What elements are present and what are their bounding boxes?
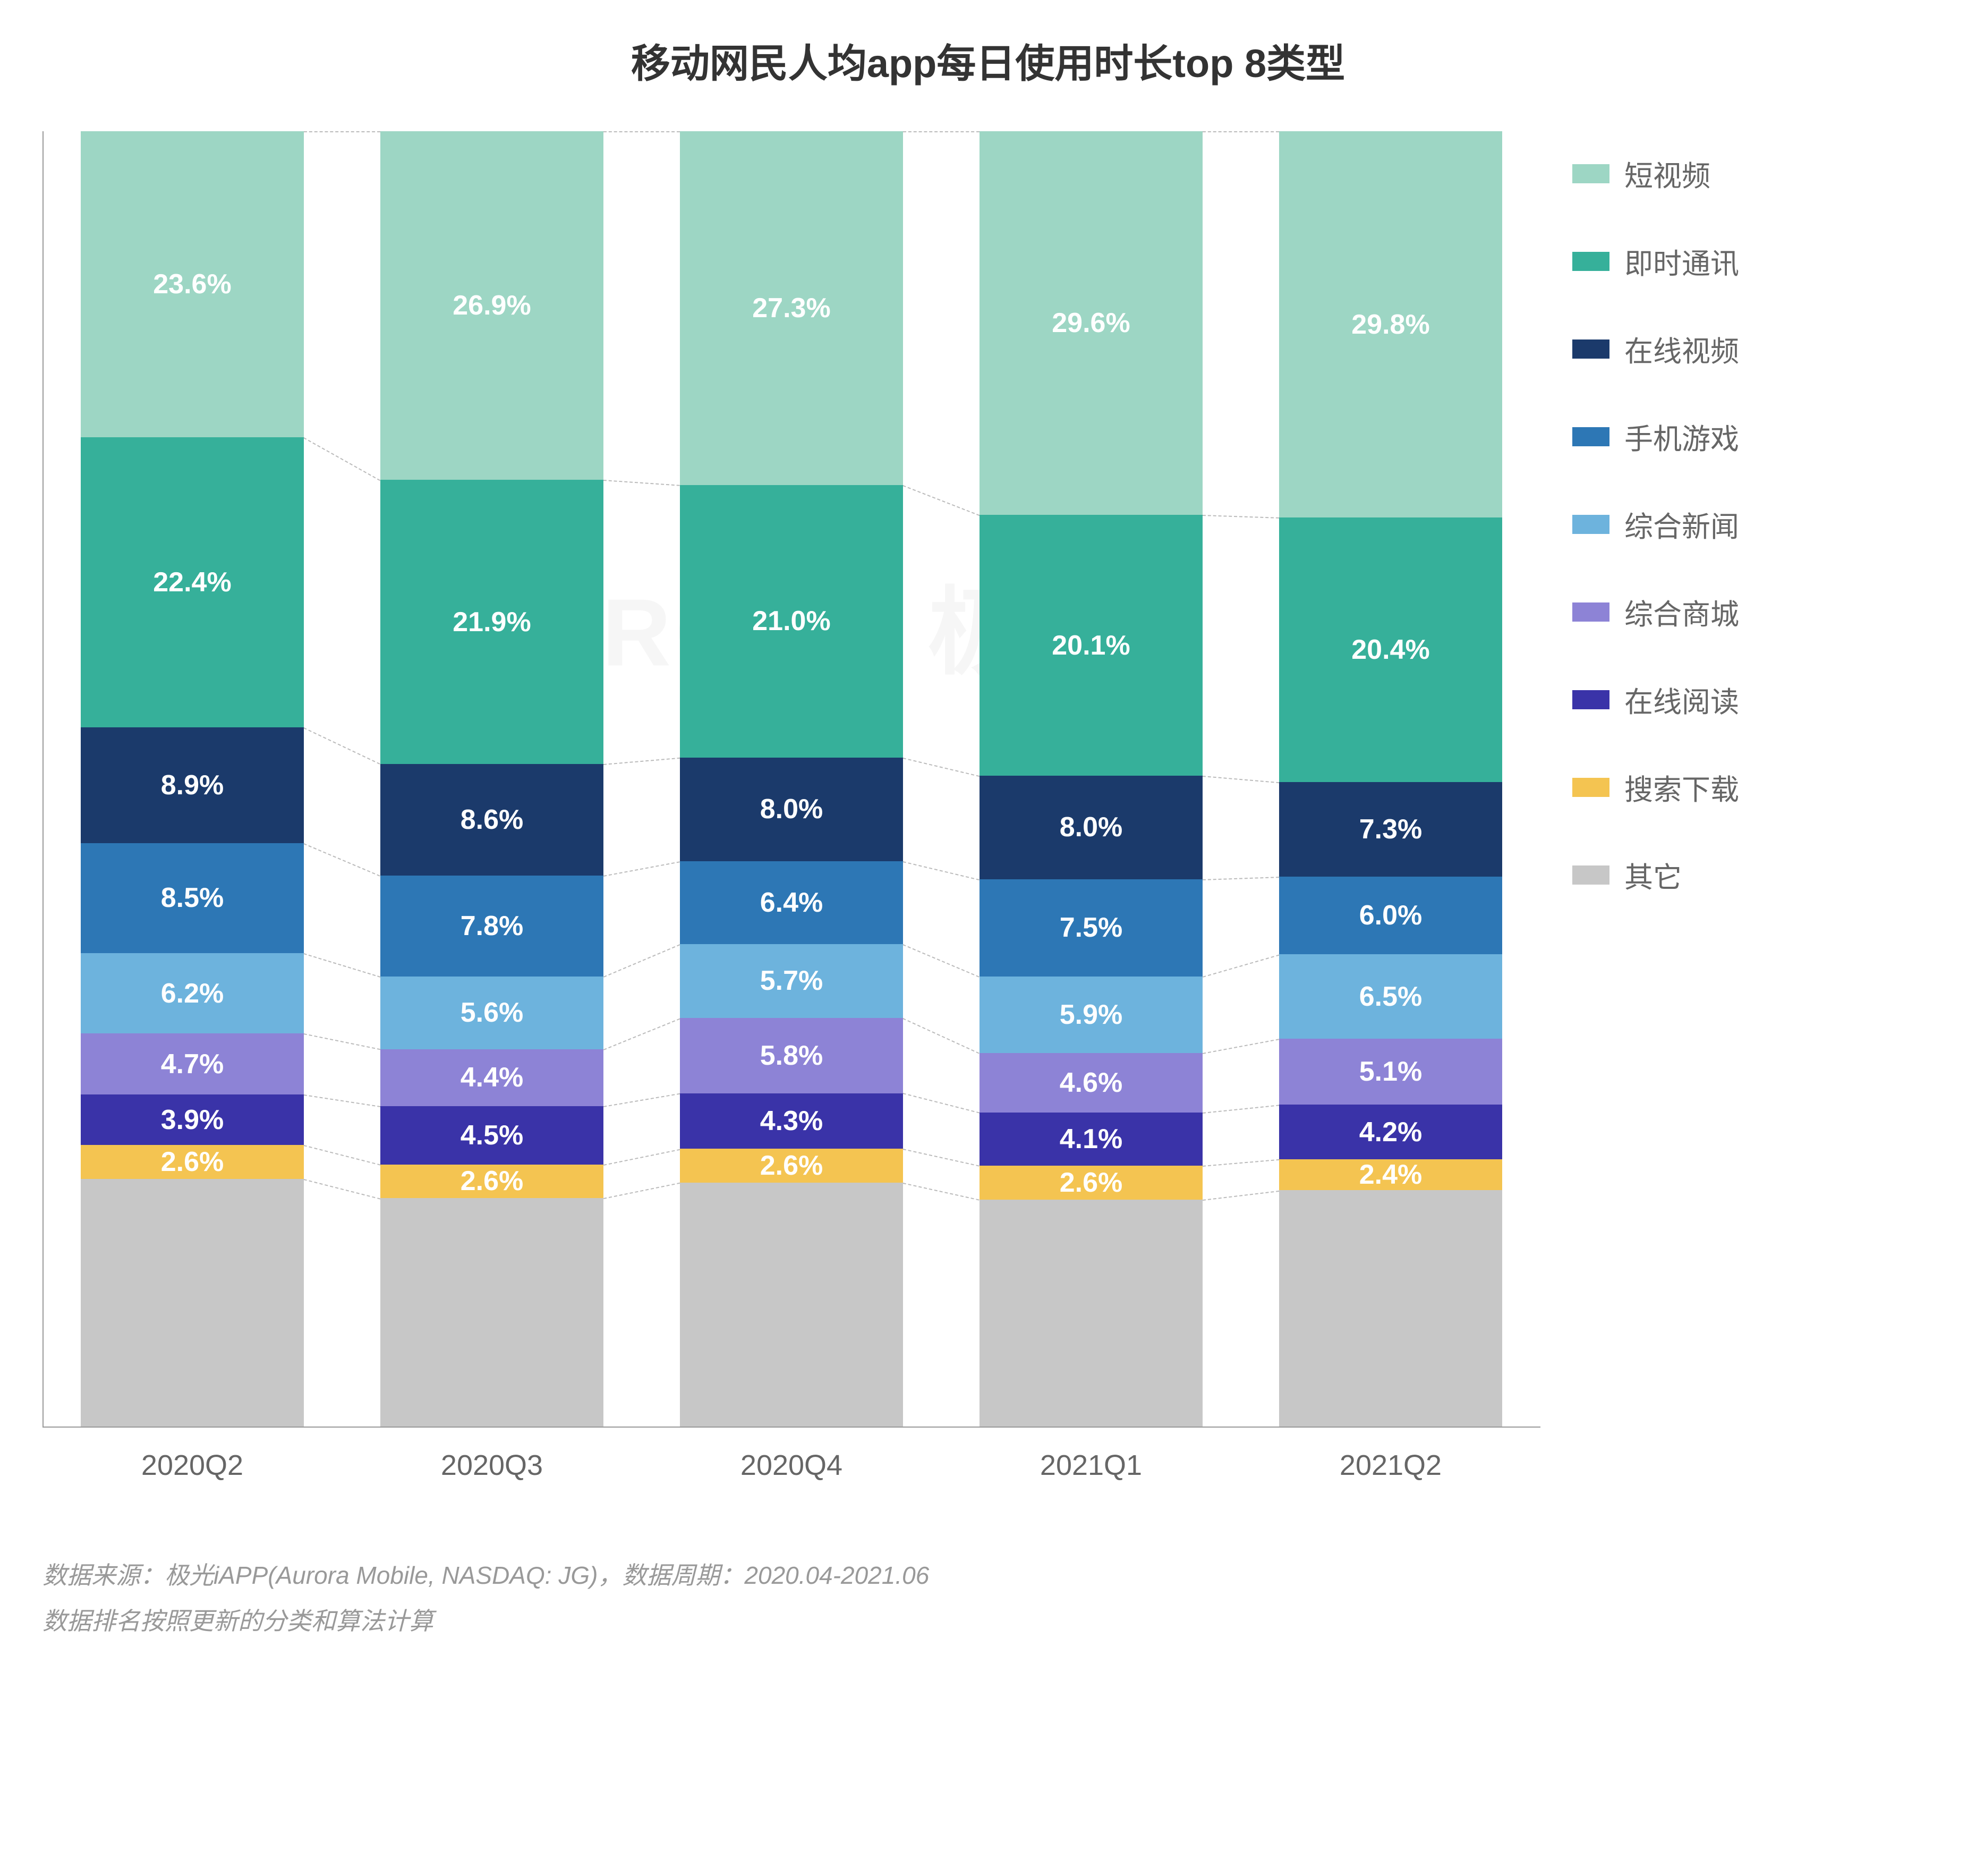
stacked-bar: 2.4%4.2%5.1%6.5%6.0%7.3%20.4%29.8%	[1279, 131, 1502, 1428]
segment-ecommerce: 5.1%	[1279, 1039, 1502, 1105]
legend-swatch	[1572, 778, 1609, 797]
segment-online_video: 8.6%	[380, 764, 603, 876]
chart-title: 移动网民人均app每日使用时长top 8类型	[42, 32, 1934, 89]
segment-mobile_game: 7.5%	[980, 879, 1203, 977]
legend-item-short_video: 短视频	[1572, 152, 1739, 194]
segment-news: 5.9%	[980, 977, 1203, 1053]
segment-mobile_game: 6.4%	[680, 861, 903, 944]
x-axis-label: 2021Q1	[941, 1449, 1241, 1482]
segment-other	[380, 1198, 603, 1428]
legend-swatch	[1572, 865, 1609, 885]
legend-item-mobile_game: 手机游戏	[1572, 415, 1739, 457]
segment-online_video: 7.3%	[1279, 782, 1502, 877]
x-axis-line	[42, 1427, 1540, 1428]
stacked-bar: 2.6%3.9%4.7%6.2%8.5%8.9%22.4%23.6%	[81, 131, 304, 1428]
segment-short_video: 29.8%	[1279, 131, 1502, 517]
x-axis-label: 2020Q3	[342, 1449, 642, 1482]
segment-ecommerce: 4.4%	[380, 1049, 603, 1106]
legend-item-im: 即时通讯	[1572, 240, 1739, 282]
x-axis-label: 2020Q2	[42, 1449, 342, 1482]
legend-swatch	[1572, 690, 1609, 709]
segment-ecommerce: 4.7%	[81, 1033, 304, 1094]
segment-online_video: 8.0%	[980, 776, 1203, 879]
segment-mobile_game: 8.5%	[81, 843, 304, 953]
segment-online_video: 8.9%	[81, 727, 304, 843]
y-axis-line	[42, 131, 44, 1428]
segment-search: 2.6%	[380, 1165, 603, 1198]
legend-swatch	[1572, 164, 1609, 183]
stacked-bar: 2.6%4.5%4.4%5.6%7.8%8.6%21.9%26.9%	[380, 131, 603, 1428]
segment-news: 5.7%	[680, 944, 903, 1018]
segment-other	[980, 1200, 1203, 1428]
legend-swatch	[1572, 252, 1609, 271]
bar-column: 2.6%4.5%4.4%5.6%7.8%8.6%21.9%26.9%	[342, 131, 642, 1428]
footer-source: 数据来源：极光iAPP(Aurora Mobile, NASDAQ: JG)，数…	[42, 1556, 1934, 1591]
legend-label: 综合商城	[1624, 591, 1739, 633]
segment-ecommerce: 4.6%	[980, 1053, 1203, 1113]
segment-im: 21.0%	[680, 485, 903, 757]
legend-label: 综合新闻	[1624, 503, 1739, 545]
segment-online_video: 8.0%	[680, 758, 903, 861]
segment-im: 21.9%	[380, 480, 603, 763]
bar-column: 2.6%4.3%5.8%5.7%6.4%8.0%21.0%27.3%	[642, 131, 941, 1428]
segment-reading: 3.9%	[81, 1094, 304, 1145]
legend-label: 其它	[1624, 854, 1682, 896]
segment-news: 6.2%	[81, 953, 304, 1033]
x-axis-labels: 2020Q22020Q32020Q42021Q12021Q2	[42, 1449, 1540, 1482]
plot-and-axis: AURORA 极光 2.6%3.9%4.7%6.2%8.5%8.9%22.4%2…	[42, 131, 1540, 1482]
legend-item-search: 搜索下载	[1572, 766, 1739, 808]
bar-column: 2.6%3.9%4.7%6.2%8.5%8.9%22.4%23.6%	[42, 131, 342, 1428]
legend-label: 搜索下载	[1624, 766, 1739, 808]
bar-column: 2.4%4.2%5.1%6.5%6.0%7.3%20.4%29.8%	[1241, 131, 1540, 1428]
segment-ecommerce: 5.8%	[680, 1018, 903, 1093]
segment-short_video: 27.3%	[680, 131, 903, 485]
segment-reading: 4.3%	[680, 1093, 903, 1149]
footer-note: 数据排名按照更新的分类和算法计算	[42, 1602, 1934, 1637]
segment-search: 2.6%	[980, 1166, 1203, 1199]
legend-label: 在线视频	[1624, 328, 1739, 370]
x-axis-label: 2020Q4	[642, 1449, 941, 1482]
legend-item-reading: 在线阅读	[1572, 678, 1739, 720]
segment-search: 2.6%	[680, 1149, 903, 1182]
legend-swatch	[1572, 515, 1609, 534]
segment-mobile_game: 6.0%	[1279, 877, 1502, 954]
legend-label: 即时通讯	[1624, 240, 1739, 282]
segment-short_video: 26.9%	[380, 131, 603, 480]
segment-short_video: 23.6%	[81, 131, 304, 437]
segment-short_video: 29.6%	[980, 131, 1203, 515]
stacked-bar: 2.6%4.1%4.6%5.9%7.5%8.0%20.1%29.6%	[980, 131, 1203, 1428]
bars-wrap: 2.6%3.9%4.7%6.2%8.5%8.9%22.4%23.6%2.6%4.…	[42, 131, 1540, 1428]
segment-reading: 4.1%	[980, 1113, 1203, 1166]
legend-item-news: 综合新闻	[1572, 503, 1739, 545]
segment-other	[680, 1183, 903, 1428]
legend-swatch	[1572, 339, 1609, 359]
segment-im: 20.1%	[980, 515, 1203, 775]
legend-swatch	[1572, 427, 1609, 446]
segment-other	[1279, 1190, 1502, 1428]
legend-label: 短视频	[1624, 152, 1710, 194]
plot: AURORA 极光 2.6%3.9%4.7%6.2%8.5%8.9%22.4%2…	[42, 131, 1540, 1428]
legend-label: 手机游戏	[1624, 415, 1739, 457]
segment-search: 2.6%	[81, 1145, 304, 1178]
chart-area: AURORA 极光 2.6%3.9%4.7%6.2%8.5%8.9%22.4%2…	[42, 131, 1934, 1482]
legend-swatch	[1572, 602, 1609, 622]
stacked-bar: 2.6%4.3%5.8%5.7%6.4%8.0%21.0%27.3%	[680, 131, 903, 1428]
bar-column: 2.6%4.1%4.6%5.9%7.5%8.0%20.1%29.6%	[941, 131, 1241, 1428]
segment-search: 2.4%	[1279, 1159, 1502, 1191]
segment-im: 20.4%	[1279, 517, 1502, 782]
legend-item-other: 其它	[1572, 854, 1739, 896]
segment-reading: 4.2%	[1279, 1105, 1502, 1159]
legend-label: 在线阅读	[1624, 678, 1739, 720]
legend-item-online_video: 在线视频	[1572, 328, 1739, 370]
x-axis-label: 2021Q2	[1241, 1449, 1540, 1482]
legend: 短视频即时通讯在线视频手机游戏综合新闻综合商城在线阅读搜索下载其它	[1572, 131, 1739, 896]
segment-mobile_game: 7.8%	[380, 876, 603, 977]
segment-other	[81, 1179, 304, 1428]
segment-news: 5.6%	[380, 977, 603, 1049]
legend-item-ecommerce: 综合商城	[1572, 591, 1739, 633]
segment-im: 22.4%	[81, 437, 304, 728]
segment-news: 6.5%	[1279, 954, 1502, 1039]
segment-reading: 4.5%	[380, 1106, 603, 1165]
footer: 数据来源：极光iAPP(Aurora Mobile, NASDAQ: JG)，数…	[42, 1556, 1934, 1637]
